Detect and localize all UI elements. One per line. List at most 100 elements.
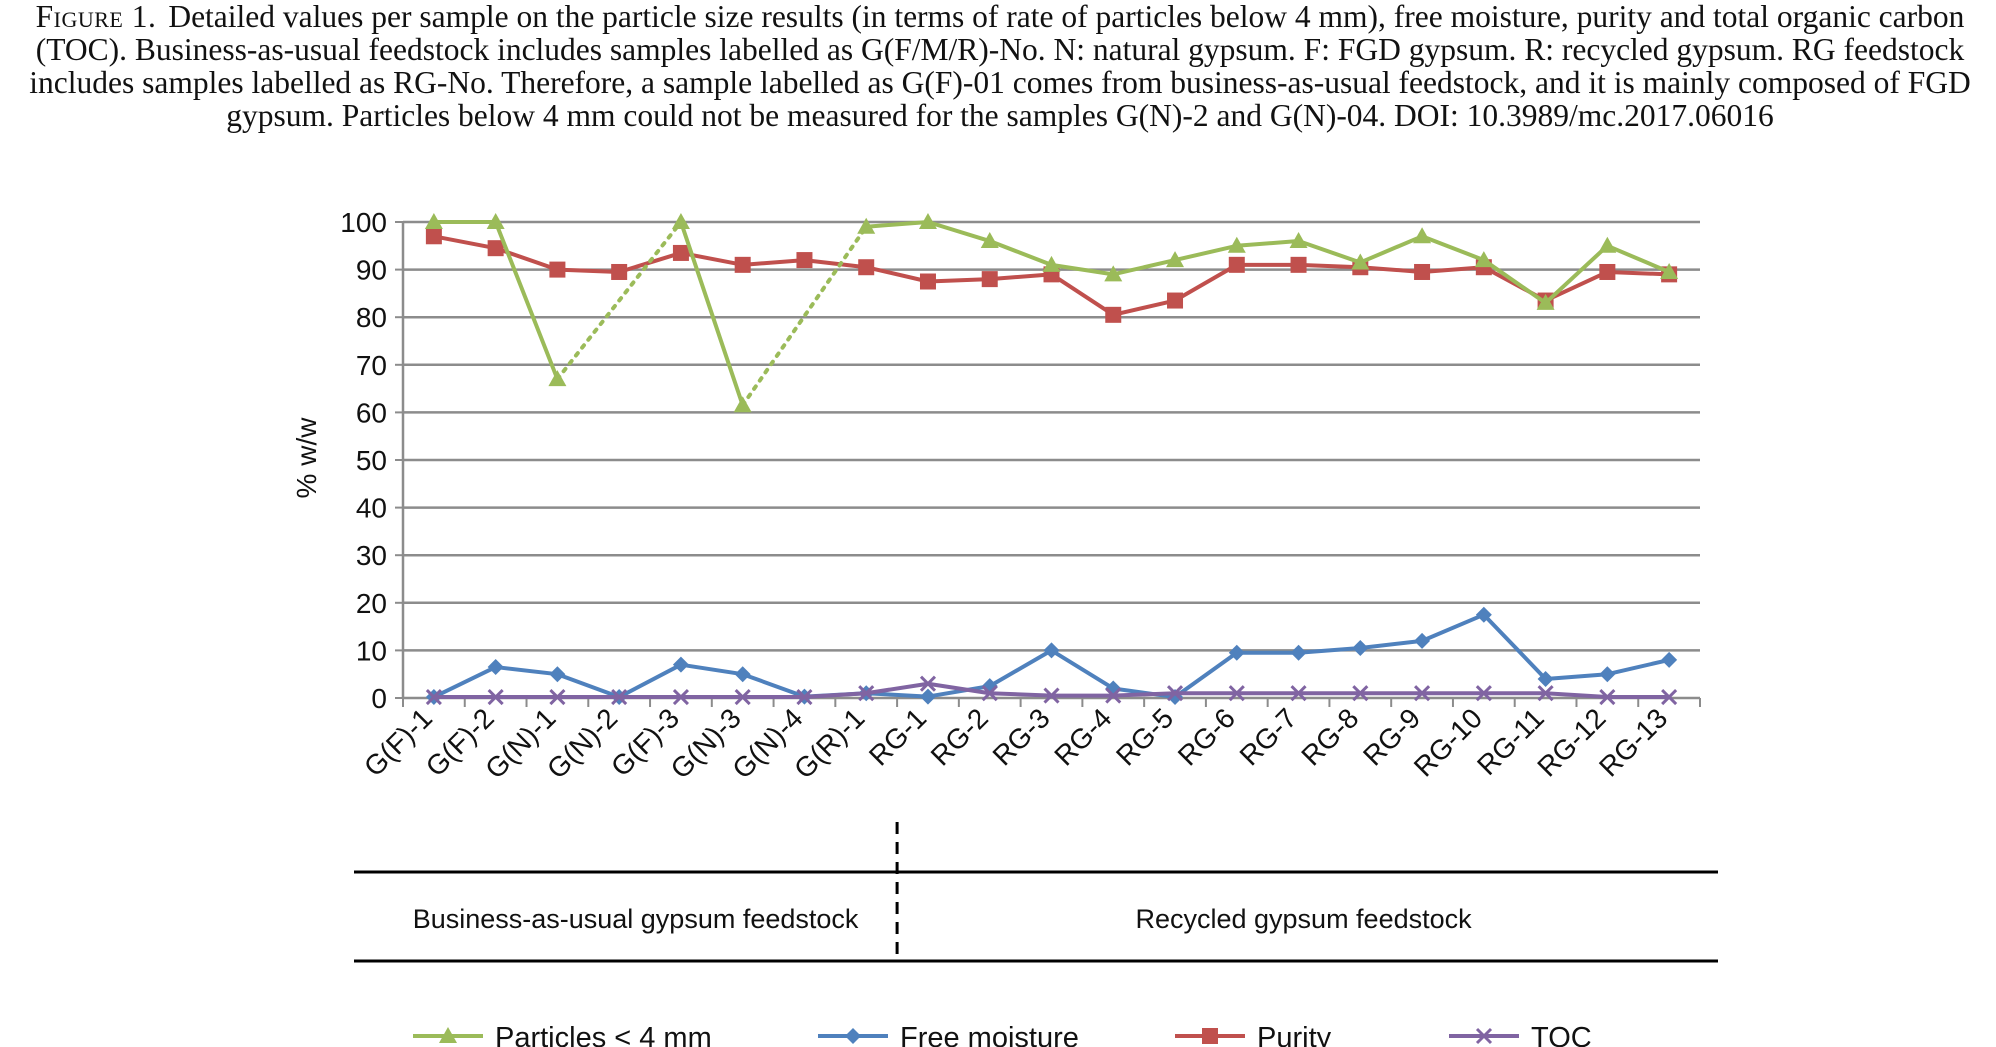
data-point — [1105, 687, 1122, 704]
x-tick-label: RG-10 — [1408, 702, 1488, 782]
series-line — [740, 672, 807, 699]
series-line — [987, 239, 1054, 267]
data-point — [1290, 256, 1307, 273]
data-point — [857, 217, 876, 234]
series-line — [1173, 650, 1239, 700]
x-tick-label: RG-4 — [1048, 702, 1117, 771]
data-point — [1166, 685, 1184, 702]
data-point — [1043, 642, 1060, 659]
series-line — [802, 691, 869, 700]
x-tick-label: RG-6 — [1172, 702, 1241, 771]
series-line — [740, 258, 807, 267]
x-tick-label: G(N)-2 — [541, 702, 623, 784]
x-tick-label: RG-3 — [987, 702, 1056, 771]
data-point — [1536, 293, 1555, 310]
y-tick-label: 30 — [356, 540, 387, 571]
series-line — [864, 265, 930, 284]
data-point — [549, 261, 566, 278]
data-point — [672, 656, 689, 673]
series-gap-line — [740, 224, 869, 408]
data-point — [1599, 688, 1616, 706]
data-point — [919, 675, 937, 692]
feedstock-groups: Business-as-usual gypsum feedstock Recycl… — [354, 822, 1718, 963]
data-point — [980, 232, 999, 249]
series-line — [1543, 672, 1610, 681]
data-point — [1537, 670, 1554, 687]
series-line — [1420, 234, 1486, 263]
data-point — [918, 213, 937, 229]
series-line — [864, 681, 930, 696]
data-point — [1661, 651, 1678, 668]
data-point — [919, 273, 936, 290]
data-point — [1660, 262, 1679, 279]
data-point — [486, 213, 505, 229]
x-tick-label: RG-8 — [1295, 702, 1364, 771]
data-point — [1167, 292, 1184, 309]
y-tick-label: 20 — [356, 588, 387, 619]
series-line — [555, 267, 622, 274]
series-line — [864, 691, 930, 699]
data-point — [734, 666, 751, 683]
series-line — [1111, 258, 1178, 277]
x-tick-label: RG-11 — [1471, 702, 1550, 781]
legend-label: TOC — [1531, 1022, 1592, 1047]
series-gap-line — [555, 220, 683, 382]
data-point — [425, 688, 442, 706]
series — [424, 213, 1679, 706]
series-line — [1358, 638, 1425, 651]
figure-label: Figure 1. — [35, 0, 157, 34]
series-line — [1234, 239, 1301, 248]
data-point — [1351, 253, 1370, 270]
series-line — [1173, 243, 1239, 263]
legend-item: Free moisture — [818, 1022, 1079, 1047]
data-point — [1661, 688, 1678, 706]
data-point — [1290, 685, 1307, 702]
series-line — [1358, 234, 1425, 265]
data-point — [1599, 263, 1616, 280]
series-line — [555, 672, 622, 700]
data-point — [1352, 685, 1369, 702]
data-point — [487, 240, 504, 257]
x-tick-label: RG-1 — [863, 702, 932, 771]
y-tick-label: 10 — [356, 635, 387, 666]
data-point — [1228, 256, 1245, 273]
data-point — [981, 685, 998, 702]
data-point — [858, 259, 875, 276]
group-label: Business-as-usual gypsum feedstock — [413, 904, 859, 934]
data-point — [733, 396, 752, 413]
series-line — [678, 662, 745, 677]
data-point — [1413, 227, 1432, 244]
series-line — [1111, 298, 1178, 317]
data-point — [734, 688, 751, 706]
data-point — [487, 659, 504, 676]
data-point — [1599, 666, 1616, 683]
data-point — [548, 370, 567, 387]
x-tick-label: G(F)-1 — [358, 702, 438, 782]
data-point — [672, 688, 689, 706]
data-point — [1104, 265, 1123, 282]
data-point — [611, 263, 628, 280]
gridlines — [403, 220, 1700, 652]
data-point — [1228, 644, 1245, 661]
data-point — [1474, 251, 1493, 268]
series-line — [864, 220, 930, 229]
data-point — [919, 688, 936, 705]
series-line — [1543, 243, 1610, 305]
series-line — [1605, 269, 1672, 277]
data-point — [796, 688, 813, 706]
data-point — [1537, 685, 1554, 702]
data-point — [1475, 1027, 1493, 1045]
x-tick-label: RG-13 — [1593, 702, 1673, 782]
legend-item: Particles < 4 mm — [413, 1022, 712, 1047]
series-line — [1420, 265, 1486, 274]
data-point — [1202, 1028, 1218, 1044]
series-particles-4-mm — [424, 213, 1679, 413]
data-point — [487, 688, 504, 706]
x-tick-label: RG-12 — [1531, 702, 1611, 782]
data-point — [424, 213, 443, 229]
data-point — [1414, 685, 1431, 702]
data-point — [1228, 685, 1245, 702]
series-line — [925, 220, 992, 244]
series-line — [987, 648, 1054, 689]
